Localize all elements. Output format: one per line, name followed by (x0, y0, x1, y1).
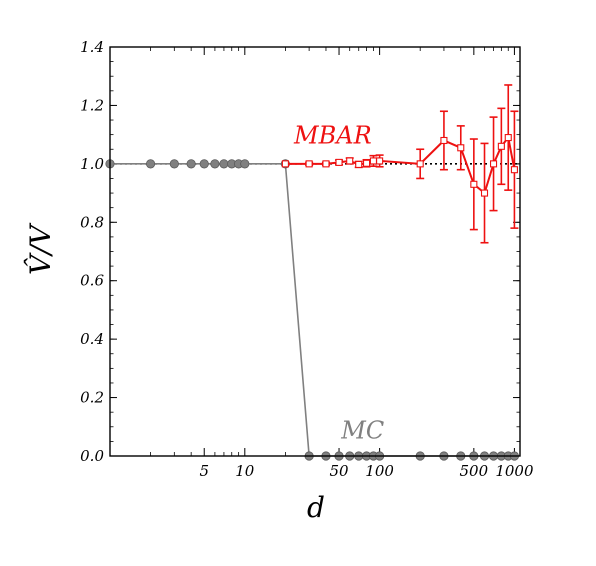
y-tick-label: 0.4 (80, 330, 104, 348)
mbar-point (355, 160, 363, 168)
mbar-series-label: MBAR (293, 121, 372, 149)
mc-series: MC (105, 159, 520, 461)
mc-point (199, 159, 209, 169)
y-tick-label: 0.6 (80, 272, 104, 290)
mbar-point (480, 189, 489, 197)
mbar-point (362, 159, 371, 167)
y-tick-label: 1.0 (80, 155, 104, 173)
y-axis-label: V̂/V (24, 222, 57, 275)
mbar-point (376, 157, 384, 165)
mbar-point (510, 166, 518, 174)
mc-point (169, 159, 179, 169)
mbar-point (281, 160, 289, 168)
mc-line (110, 163, 515, 457)
plot-frame (109, 46, 521, 457)
mbar-series: MBAR (281, 84, 519, 244)
mc-point (219, 159, 229, 169)
x-tick-label: 100 (365, 462, 394, 480)
y-tick-label: 1.2 (80, 96, 104, 114)
mc-point (240, 159, 250, 169)
y-tick-label: 0.2 (80, 389, 104, 407)
mbar-point (416, 160, 424, 168)
mbar-point (489, 160, 498, 168)
mc-point (145, 159, 156, 169)
mbar-point (305, 160, 313, 168)
mc-point (186, 159, 196, 169)
mbar-point (346, 157, 354, 165)
mbar-point (440, 136, 448, 145)
mc-point (210, 159, 220, 169)
y-tick-label: 1.4 (80, 38, 104, 56)
x-tick-label: 500 (460, 462, 489, 480)
mbar-point (369, 157, 377, 165)
mbar-point (504, 134, 512, 142)
x-tick-label: 10 (235, 462, 255, 480)
mbar-point (457, 144, 465, 152)
mbar-point (470, 180, 478, 188)
y-tick-label: 0.8 (80, 213, 104, 231)
x-tick-label: 1000 (495, 462, 534, 480)
x-tick-label: 5 (199, 462, 209, 480)
mbar-point (335, 158, 343, 166)
x-axis-label: d (307, 491, 325, 524)
y-tick-label: 0.0 (80, 447, 104, 465)
plot-layer: 0.0 0.2 0.4 0.6 0.8 1.0 1.2 1.4 5 10 50 100 500 1000 M… (80, 38, 534, 480)
mbar-point (497, 142, 505, 150)
mbar-point (322, 160, 330, 168)
x-tick-label: 50 (329, 462, 349, 480)
mc-series-label: MC (340, 416, 384, 444)
